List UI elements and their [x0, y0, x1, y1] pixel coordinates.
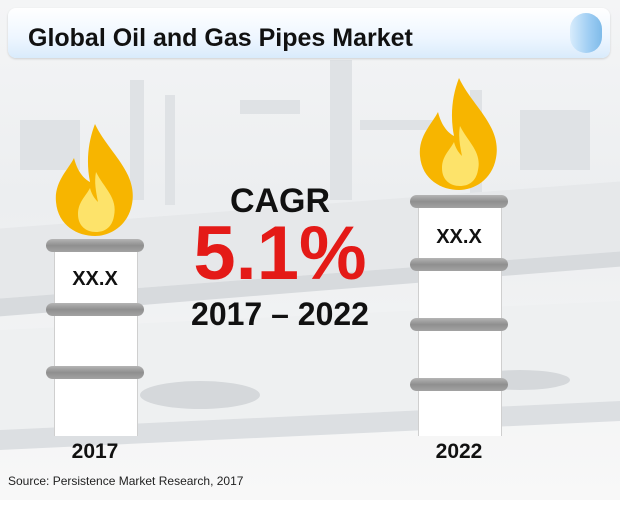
source-note: Source: Persistence Market Research, 201…	[8, 474, 244, 488]
column-2022-value: XX.X	[436, 226, 482, 248]
column-2017-year: 2017	[71, 440, 119, 463]
column-2017-ring-low	[46, 366, 144, 379]
title-accent-pill	[570, 13, 602, 53]
column-2017-ring-mid	[46, 303, 144, 316]
column-2022-ring-mid	[410, 318, 508, 331]
flame-icon	[55, 124, 133, 236]
column-2022-ring-top	[410, 195, 508, 208]
cagr-label: CAGR	[229, 182, 331, 220]
flame-icon	[419, 78, 497, 190]
column-2022	[418, 196, 502, 436]
title-bar: Global Oil and Gas Pipes Market	[8, 8, 610, 58]
cagr-period: 2017 – 2022	[191, 296, 369, 332]
column-2017-value: XX.X	[72, 268, 118, 290]
column-2017	[54, 240, 138, 436]
page-title: Global Oil and Gas Pipes Market	[28, 24, 413, 52]
column-2022-year: 2022	[435, 440, 483, 463]
column-2022-ring-upper	[410, 258, 508, 271]
column-2022-ring-low	[410, 378, 508, 391]
cagr-value: 5.1%	[193, 211, 367, 296]
column-2017-ring-top	[46, 239, 144, 252]
